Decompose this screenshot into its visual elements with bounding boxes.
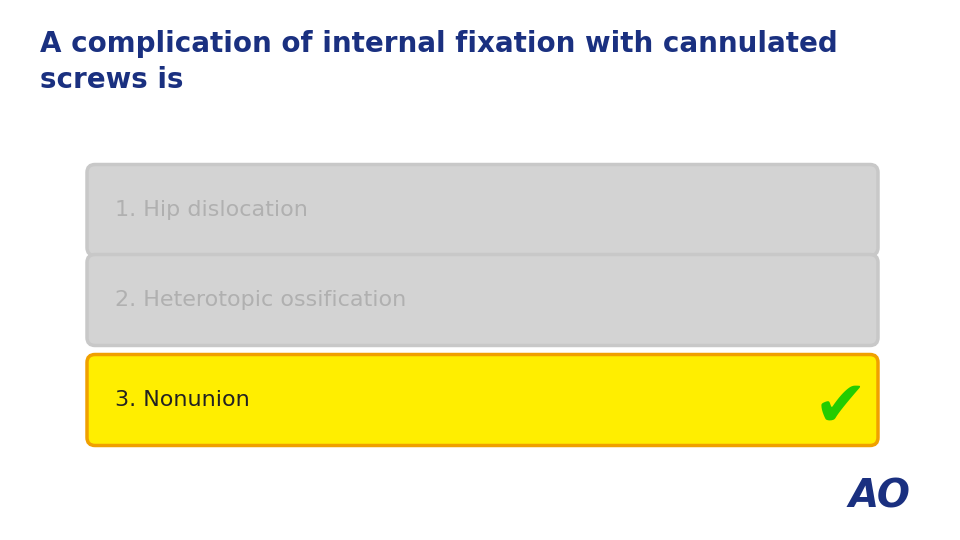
- FancyBboxPatch shape: [87, 165, 878, 255]
- FancyBboxPatch shape: [87, 254, 878, 346]
- Text: 1. Hip dislocation: 1. Hip dislocation: [115, 200, 308, 220]
- Text: ✔: ✔: [813, 377, 867, 439]
- Text: AO: AO: [848, 477, 910, 515]
- Text: A complication of internal fixation with cannulated
screws is: A complication of internal fixation with…: [40, 30, 838, 94]
- Text: 3. Nonunion: 3. Nonunion: [115, 390, 250, 410]
- FancyBboxPatch shape: [87, 354, 878, 446]
- Text: 2. Heterotopic ossification: 2. Heterotopic ossification: [115, 290, 406, 310]
